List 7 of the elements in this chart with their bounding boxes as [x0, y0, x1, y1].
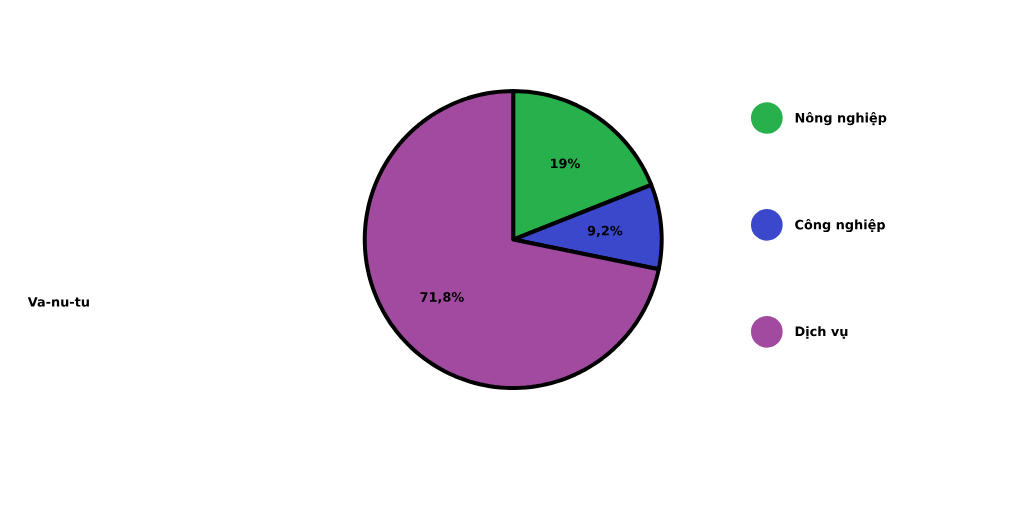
legend-label: Nông nghiệp	[795, 112, 887, 126]
data-label: 19%	[551, 158, 580, 169]
text: Va-nu-tu	[27, 297, 89, 307]
data-label: 71,8%	[420, 292, 464, 304]
legend-label: Dịch vụ	[795, 326, 848, 339]
legend-label: Công nghiệp	[795, 219, 885, 233]
data-label: 9,2%	[587, 225, 623, 238]
